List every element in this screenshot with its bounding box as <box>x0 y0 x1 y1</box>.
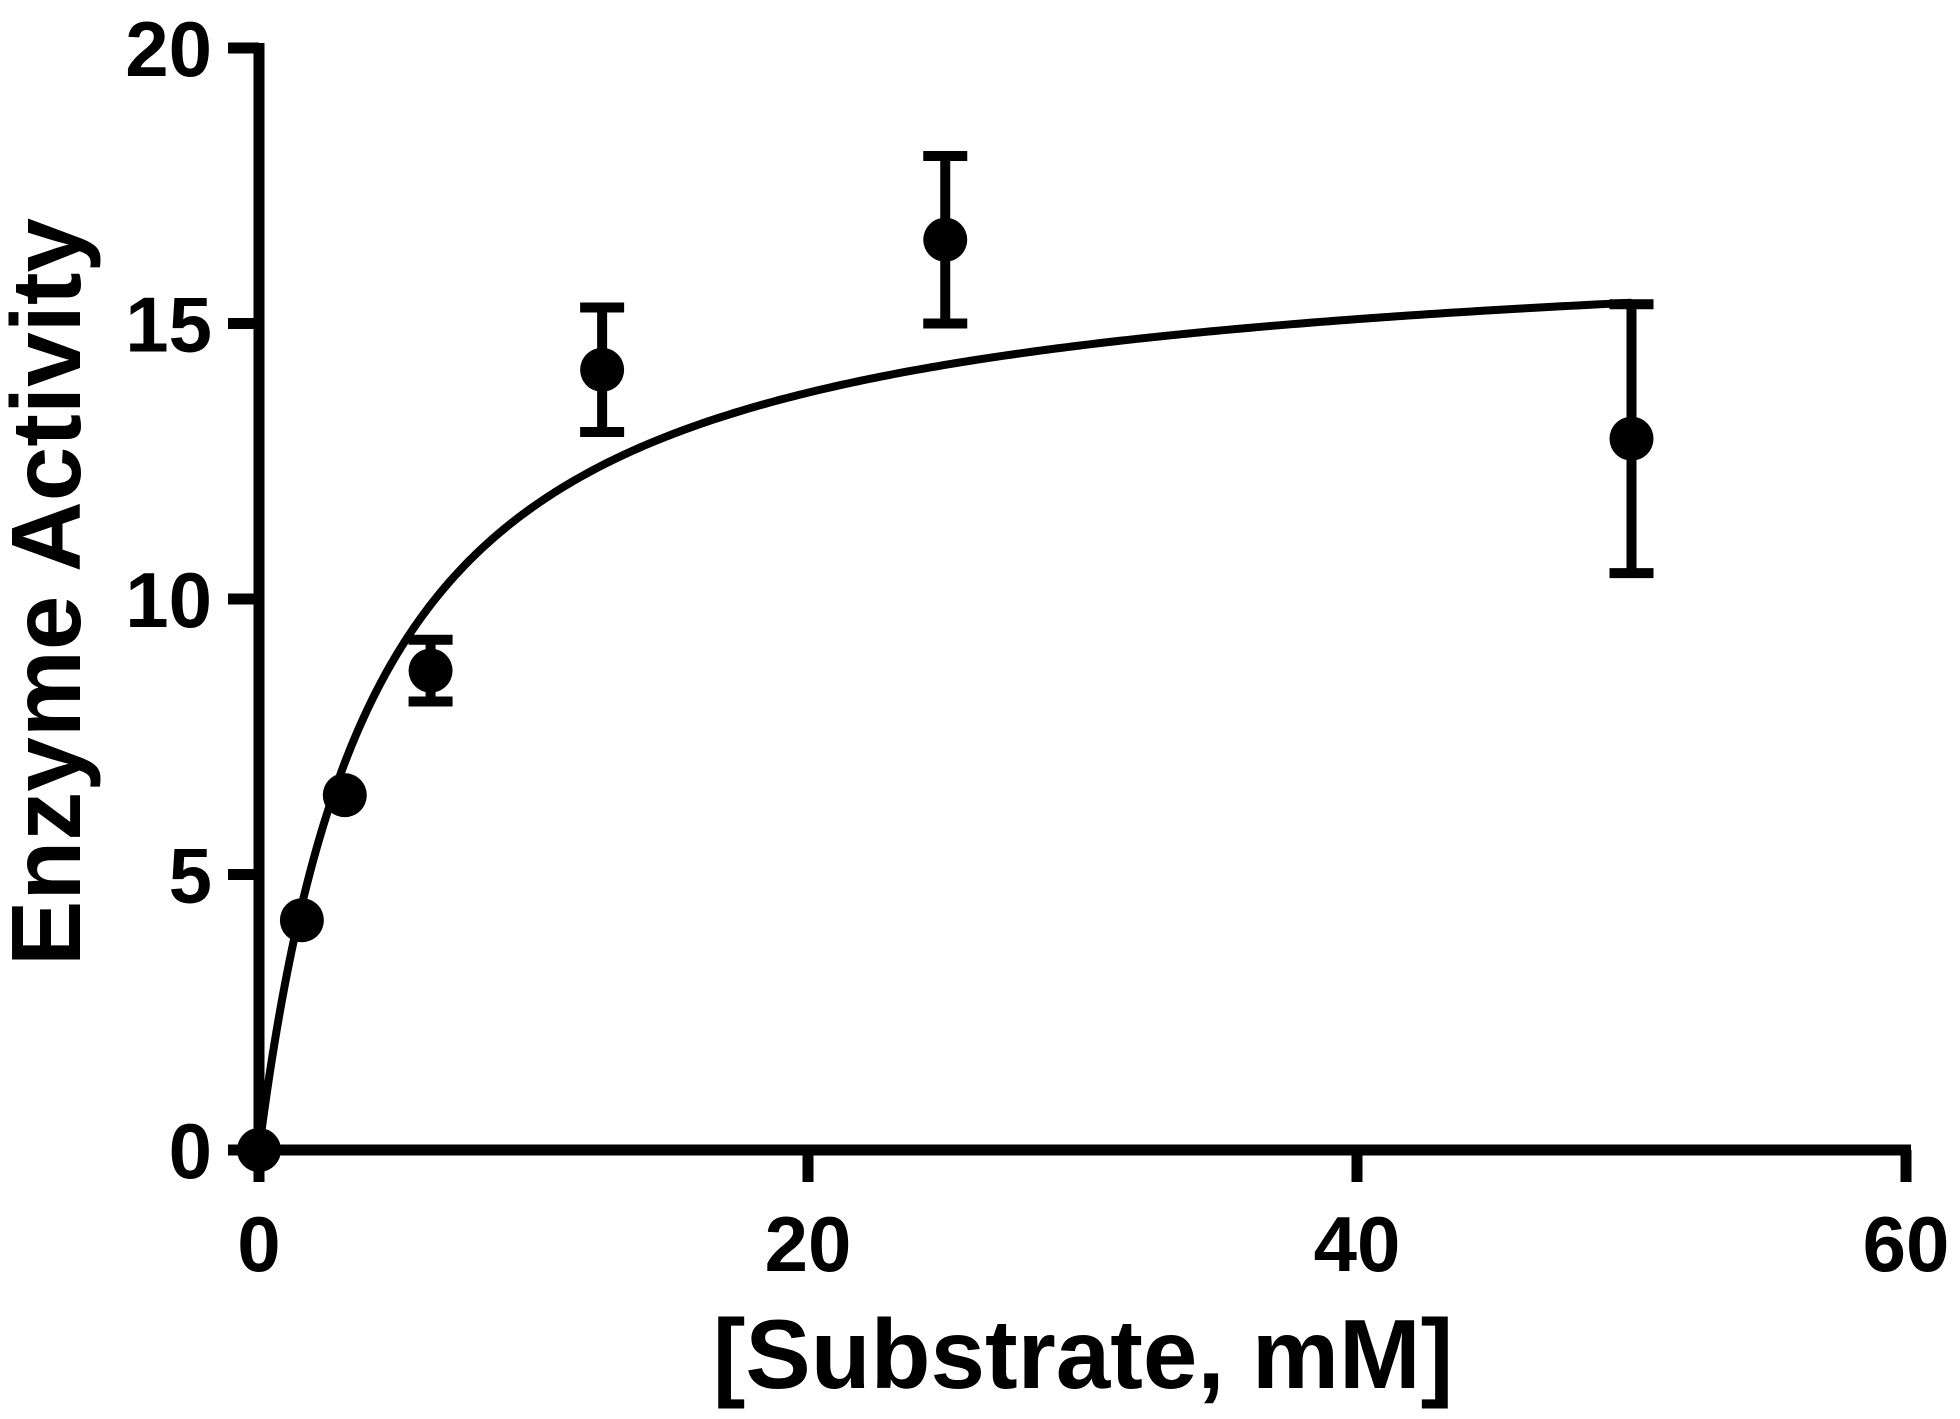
y-tick-label: 20 <box>125 5 212 93</box>
data-point <box>580 302 625 438</box>
y-tick-label: 15 <box>125 281 212 369</box>
data-point <box>237 1128 281 1172</box>
marker-circle <box>279 898 324 943</box>
data-point <box>322 773 367 818</box>
x-tick-label: 20 <box>765 1200 852 1288</box>
data-point <box>1609 299 1654 579</box>
marker-circle <box>1609 416 1654 461</box>
data-point <box>279 898 324 943</box>
x-ticks: 0 20 40 60 <box>237 1150 1949 1288</box>
y-axis-title: Enzyme Activity <box>0 218 101 966</box>
data-points <box>237 150 1654 1172</box>
marker-circle <box>237 1128 281 1172</box>
data-point <box>923 150 968 329</box>
x-tick-label: 0 <box>237 1200 280 1288</box>
y-tick-label: 0 <box>169 1107 212 1195</box>
marker-circle <box>322 773 367 818</box>
x-axis-title: [Substrate, mM] <box>713 1299 1454 1409</box>
axes: 0 5 10 15 20 0 20 40 60 <box>125 5 1949 1288</box>
marker-circle <box>580 347 625 392</box>
y-tick-label: 5 <box>169 832 212 920</box>
y-tick-label: 10 <box>125 556 212 644</box>
marker-circle <box>923 217 968 262</box>
x-tick-label: 40 <box>1314 1200 1401 1288</box>
y-ticks: 0 5 10 15 20 <box>125 5 259 1195</box>
x-tick-label: 60 <box>1863 1200 1950 1288</box>
fit-curve <box>255 298 1632 1151</box>
data-point <box>408 634 453 707</box>
marker-circle <box>408 648 453 693</box>
